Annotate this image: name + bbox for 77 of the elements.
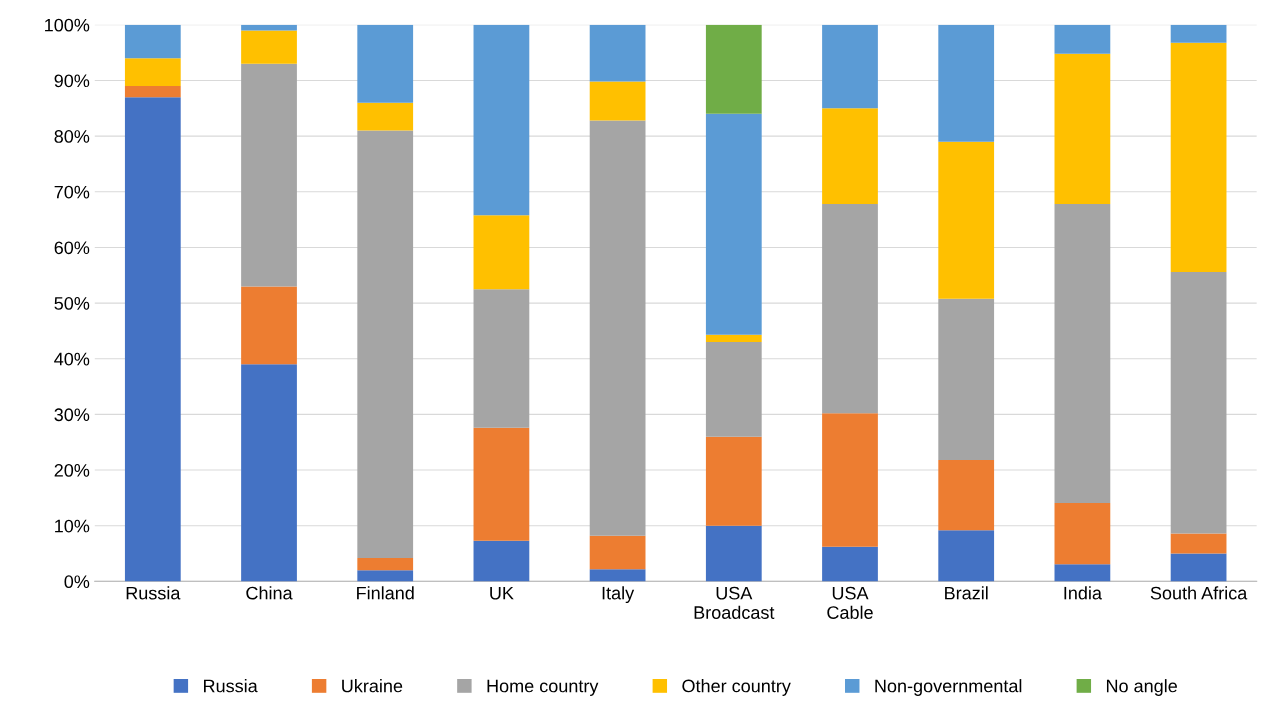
bar — [1170, 271, 1227, 534]
x-tick-label: USA Cable — [827, 586, 873, 619]
legend-label: Home country — [487, 679, 599, 696]
y-tick-label: 60% — [54, 241, 90, 255]
y-tick-label: 50% — [54, 297, 90, 310]
bar — [1054, 502, 1111, 565]
bar — [473, 24, 530, 216]
x-tick-label: South Africa — [1150, 586, 1248, 600]
bar — [705, 525, 762, 582]
bar — [357, 102, 414, 131]
bar — [938, 141, 995, 299]
x-tick-label: Italy — [602, 586, 635, 604]
bar — [822, 24, 878, 109]
x-tick-label: UK — [490, 586, 514, 600]
x-tick-label: USA Broadcast — [694, 586, 775, 619]
bar — [124, 58, 181, 87]
bar — [357, 558, 414, 571]
bar — [589, 535, 646, 570]
bar — [241, 24, 297, 31]
bar — [938, 298, 995, 461]
legend-label: Ukraine — [342, 679, 403, 693]
bar — [357, 570, 414, 582]
bar — [705, 113, 762, 335]
y-tick-label: 70% — [54, 185, 90, 199]
bar — [473, 427, 530, 541]
bar — [705, 24, 762, 114]
bar — [822, 108, 878, 205]
y-tick-label: 0% — [64, 575, 90, 589]
bar — [473, 540, 530, 582]
y-tick-label: 30% — [54, 408, 90, 422]
bar — [1054, 204, 1111, 503]
bar — [822, 546, 878, 582]
bar — [822, 413, 878, 547]
bar — [473, 289, 530, 428]
bar — [124, 24, 181, 59]
y-tick-label: 90% — [54, 74, 90, 88]
y-tick-label: 20% — [54, 464, 90, 477]
bar — [357, 130, 414, 558]
x-tick-label: China — [246, 586, 293, 600]
y-tick-label: 80% — [54, 130, 90, 143]
bar — [589, 120, 646, 536]
legend-label: No angle — [1106, 679, 1177, 696]
bar — [357, 24, 414, 103]
legend-label: Russia — [204, 679, 258, 693]
bar — [241, 30, 297, 64]
bar — [589, 569, 646, 582]
y-tick-label: 10% — [55, 519, 90, 533]
bar — [1170, 24, 1227, 43]
bar — [938, 530, 995, 582]
bar — [705, 334, 762, 343]
bar — [589, 24, 646, 82]
bar — [938, 24, 995, 142]
x-tick-label: India — [1064, 586, 1102, 600]
y-tick-label: 100% — [45, 18, 90, 32]
y-tick-label: 40% — [54, 352, 90, 366]
bar — [124, 97, 181, 582]
bar — [1170, 42, 1227, 272]
bar — [589, 81, 646, 121]
bar — [1054, 53, 1111, 205]
legend-label: Non-governmental — [875, 679, 1022, 696]
bar — [1170, 553, 1227, 582]
x-tick-label: Brazil — [945, 586, 988, 600]
bar — [705, 342, 762, 437]
bar — [705, 436, 762, 526]
bar — [938, 460, 995, 531]
bar — [1170, 533, 1227, 554]
bar — [473, 215, 530, 290]
bar — [1054, 24, 1111, 54]
bar — [241, 286, 297, 365]
bar — [124, 86, 181, 98]
x-tick-label: Russia — [126, 586, 181, 600]
x-tick-label: Finland — [357, 586, 414, 600]
legend-label: Other country — [682, 679, 791, 696]
bar — [241, 63, 297, 287]
bar — [241, 364, 297, 582]
bar — [1054, 564, 1111, 582]
bar — [822, 204, 878, 414]
